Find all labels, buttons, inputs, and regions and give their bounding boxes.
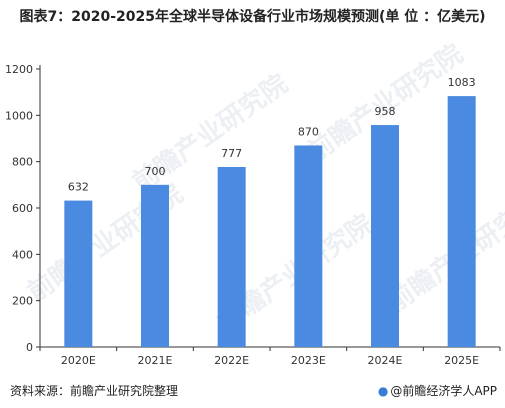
chart-title: 图表7：2020-2025年全球半导体设备行业市场规模预测(单 位 ：亿美元): [19, 9, 486, 25]
bar: [371, 125, 399, 348]
y-tick-label: 600: [12, 202, 33, 215]
watermark-text: 前瞻产业研究院: [382, 188, 505, 318]
y-tick-label: 1200: [5, 63, 33, 76]
x-tick-label: 2022E: [214, 354, 249, 367]
x-tick-label: 2020E: [61, 354, 96, 367]
y-tick-label: 400: [12, 248, 33, 261]
y-tick-label: 0: [26, 341, 33, 354]
y-axis: 0 200 400 600 800 1000 1200: [5, 63, 41, 354]
data-label: 632: [68, 181, 89, 194]
bar-chart: 前瞻产业研究院前瞻产业研究院前瞻产业研究院前瞻产业研究院前瞻产业研究院 0 200…: [5, 38, 505, 367]
bar: [64, 200, 93, 347]
bar: [447, 96, 476, 347]
y-tick-label: 800: [12, 156, 33, 169]
data-label: 700: [145, 165, 166, 178]
bar-series: 632 700 777 870 958 1083: [64, 76, 476, 348]
x-axis: 2020E 2021E 2022E 2023E 2024E 2025E: [39, 346, 501, 367]
data-label: 870: [298, 125, 319, 138]
bar: [217, 166, 246, 347]
bar: [141, 184, 169, 347]
bar: [294, 145, 323, 347]
watermark-layer: 前瞻产业研究院前瞻产业研究院前瞻产业研究院前瞻产业研究院前瞻产业研究院: [22, 38, 505, 338]
brand-credit: ● @前瞻经济学人APP: [378, 382, 497, 399]
data-label: 777: [221, 147, 242, 160]
x-tick-label: 2023E: [291, 354, 326, 367]
watermark-text: 前瞻产业研究院: [127, 68, 294, 198]
brand-logo-icon: ●: [377, 384, 389, 398]
y-tick-label: 200: [12, 295, 33, 308]
data-label: 1083: [448, 76, 476, 89]
brand-text: @前瞻经济学人APP: [390, 384, 497, 398]
source-note: 资料来源：前瞻产业研究院整理: [10, 384, 179, 398]
y-tick-label: 1000: [5, 109, 33, 122]
x-tick-label: 2025E: [444, 354, 479, 367]
x-tick-label: 2024E: [368, 354, 403, 367]
data-label: 958: [375, 105, 396, 118]
x-tick-label: 2021E: [138, 354, 173, 367]
